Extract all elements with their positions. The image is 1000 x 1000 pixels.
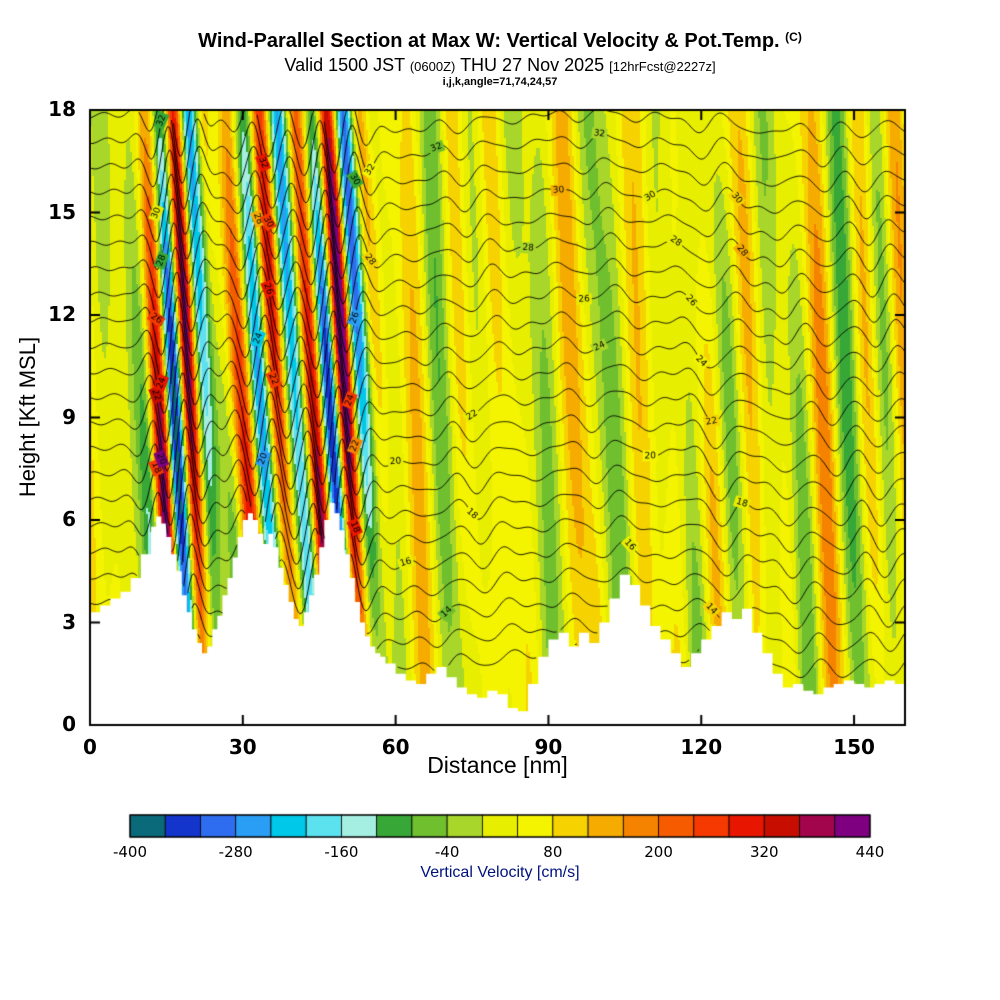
- chart-title-units: (C): [785, 30, 802, 44]
- chart-title: Wind-Parallel Section at Max W: Vertical…: [0, 30, 1000, 53]
- x-axis-label: Distance [nm]: [427, 752, 568, 778]
- x-tick-label: 0: [83, 735, 97, 759]
- colorbar-tick-label: 320: [749, 843, 779, 861]
- y-tick-label: 15: [48, 199, 76, 224]
- colorbar-tick-label: 200: [644, 843, 673, 861]
- x-tick-label: 90: [534, 735, 563, 759]
- y-tick-label: 0: [62, 712, 76, 736]
- colorbar-tick-label: 80: [543, 843, 563, 861]
- colorbar-tick-label: -400: [112, 843, 148, 861]
- forecast-hour-tag: [12hrFcst@2227z]: [609, 59, 716, 74]
- y-tick-label: 6: [62, 507, 76, 531]
- chart-title-text: Wind-Parallel Section at Max W: Vertical…: [198, 30, 780, 52]
- colorbar-tick-label: -40: [434, 843, 460, 861]
- x-tick-label: 120: [680, 735, 723, 759]
- x-tick-label: 150: [833, 735, 875, 759]
- valid-date: THU 27 Nov 2025: [460, 55, 605, 75]
- colorbar-tick-label: 440: [855, 843, 885, 861]
- colorbar-tick-label: -280: [218, 843, 253, 861]
- valid-time-main: Valid 1500 JST: [284, 55, 405, 75]
- x-tick-label: 30: [228, 735, 257, 759]
- y-tick-label: 12: [48, 302, 76, 326]
- valid-time-utc: (0600Z): [409, 59, 456, 74]
- colorbar-tick-label: -160: [324, 843, 359, 861]
- y-tick-label: 3: [62, 609, 76, 634]
- y-tick-label: 18: [48, 97, 76, 121]
- valid-time-line: Valid 1500 JST (0600Z) THU 27 Nov 2025 […: [0, 55, 1000, 76]
- colorbar-label: Vertical Velocity [cm/s]: [420, 864, 580, 881]
- grid-info-line: i,j,k,angle=71,74,24,57: [442, 76, 558, 88]
- y-tick-label: 9: [62, 404, 76, 429]
- x-tick-label: 60: [381, 735, 410, 759]
